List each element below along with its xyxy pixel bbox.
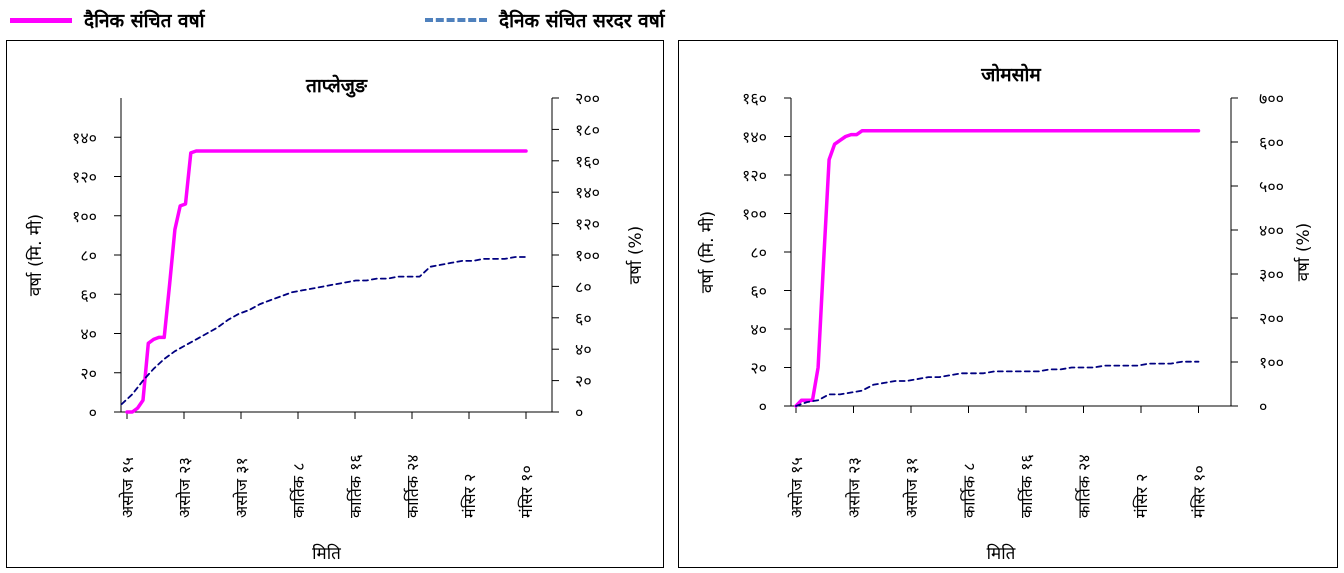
y2-tick-label: १०० [1259, 353, 1284, 372]
y2-tick-label: १८० [575, 120, 600, 139]
legend-item-2: दैनिक संचित सरदर वर्षा [425, 6, 665, 34]
x-tick-label: कार्तिक १६ [346, 454, 365, 518]
x-tick-label: मंसिर १० [517, 465, 536, 518]
series-line-cumulative-normal-rainfall [120, 256, 527, 406]
y2-tick-label: ७०० [1259, 89, 1284, 108]
y-tick-label: ८० [80, 246, 97, 265]
y-tick-label: ० [759, 397, 767, 416]
x-tick-label: असोज १५ [787, 457, 806, 518]
y-tick-label: १०० [742, 205, 767, 224]
x-tick-label: मंसिर २ [460, 474, 479, 518]
y-tick-label: १२० [742, 166, 767, 185]
x-tick-label: कार्तिक १६ [1017, 454, 1036, 518]
y-axis-title: वर्षा (मि. मी) [697, 211, 718, 293]
x-axis-title: मिति [987, 543, 1016, 564]
chart-title: ताप्लेजुङ [305, 74, 368, 98]
x-tick-label: असोज १५ [118, 457, 137, 518]
y-tick-label: १२० [72, 168, 97, 187]
legend-swatch-solid [10, 17, 72, 23]
y2-tick-label: ६० [575, 309, 592, 328]
series-line-cumulative-rainfall [794, 128, 1201, 408]
legend-swatch-dashed [425, 18, 487, 22]
y-tick-label: २० [80, 364, 97, 383]
chart-panel-taplejung: ताप्लेजुङ ० २० ४० ६० ८० १०० १२० १४० ० २० ४० ६० ८० १०० १… [6, 40, 664, 568]
chart-taplejung-svg: ताप्लेजुङ ० २० ४० ६० ८० १०० १२० १४० ० २० ४० ६० ८० १०० १… [25, 74, 646, 564]
x-tick-label: असोज २३ [845, 457, 864, 518]
y2-tick-label: ० [1259, 397, 1267, 416]
y2-tick-label: २०० [1259, 309, 1284, 328]
legend-item-1: दैनिक संचित वर्षा [10, 6, 205, 34]
y2-tick-label: ४० [575, 340, 592, 359]
y-tick-label: ० [89, 403, 97, 422]
y-tick-label: १६० [742, 89, 767, 108]
y2-tick-label: १४० [575, 183, 600, 202]
y2-tick-label: १२० [575, 215, 600, 234]
y2-tick-label: ८० [575, 277, 592, 296]
x-tick-label: असोज ३१ [232, 457, 251, 518]
y-tick-label: ६० [80, 285, 97, 304]
y2-tick-label: ४०० [1259, 221, 1284, 240]
series-line-cumulative-rainfall [125, 149, 528, 414]
legend-label-1: दैनिक संचित वर्षा [84, 10, 205, 32]
x-axis-title: मिति [312, 543, 341, 564]
x-tick-label: मंसिर २ [1132, 474, 1151, 518]
y-tick-label: १०० [72, 207, 97, 226]
y2-axis-title: वर्षा (%) [1293, 223, 1314, 282]
chart-jomsom-svg: जोमसोम ० २० ४० ६० ८० १०० १२० १४० १६० ० १०० २०० ३०० ४००… [697, 63, 1314, 564]
y-axis-title: वर्षा (मि. मी) [25, 214, 46, 296]
y-tick-label: ४० [80, 325, 97, 344]
y-tick-label: ४० [750, 320, 767, 339]
y2-tick-label: १६० [575, 152, 600, 171]
y-tick-label: ८० [750, 243, 767, 262]
y-tick-label: १४० [742, 128, 767, 147]
x-tick-label: असोज ३१ [902, 457, 921, 518]
x-tick-label: कार्तिक ८ [289, 463, 308, 518]
series-line-cumulative-normal-rainfall [795, 360, 1200, 407]
y2-tick-label: २०० [575, 89, 600, 108]
y-tick-label: १४० [72, 128, 97, 147]
chart-title: जोमसोम [980, 63, 1041, 86]
y2-tick-label: ३०० [1259, 265, 1284, 284]
y2-tick-label: २० [575, 372, 592, 391]
x-tick-label: कार्तिक २४ [1075, 454, 1094, 518]
x-tick-label: मंसिर १० [1190, 465, 1209, 518]
y2-axis-title: वर्षा (%) [625, 226, 646, 285]
y2-tick-label: ६०० [1259, 133, 1284, 152]
y2-tick-label: ० [575, 403, 583, 422]
y2-tick-label: ५०० [1259, 177, 1284, 196]
x-tick-label: कार्तिक २४ [403, 454, 422, 518]
chart-panel-jomsom: जोमसोम ० २० ४० ६० ८० १०० १२० १४० १६० ० १०० २०० ३०० ४००… [678, 40, 1338, 568]
y-tick-label: २० [750, 359, 767, 378]
x-tick-label: कार्तिक ८ [960, 463, 979, 518]
y-tick-label: ६० [750, 282, 767, 301]
x-tick-label: असोज २३ [175, 457, 194, 518]
y2-tick-label: १०० [575, 246, 600, 265]
legend-label-2: दैनिक संचित सरदर वर्षा [499, 10, 665, 32]
